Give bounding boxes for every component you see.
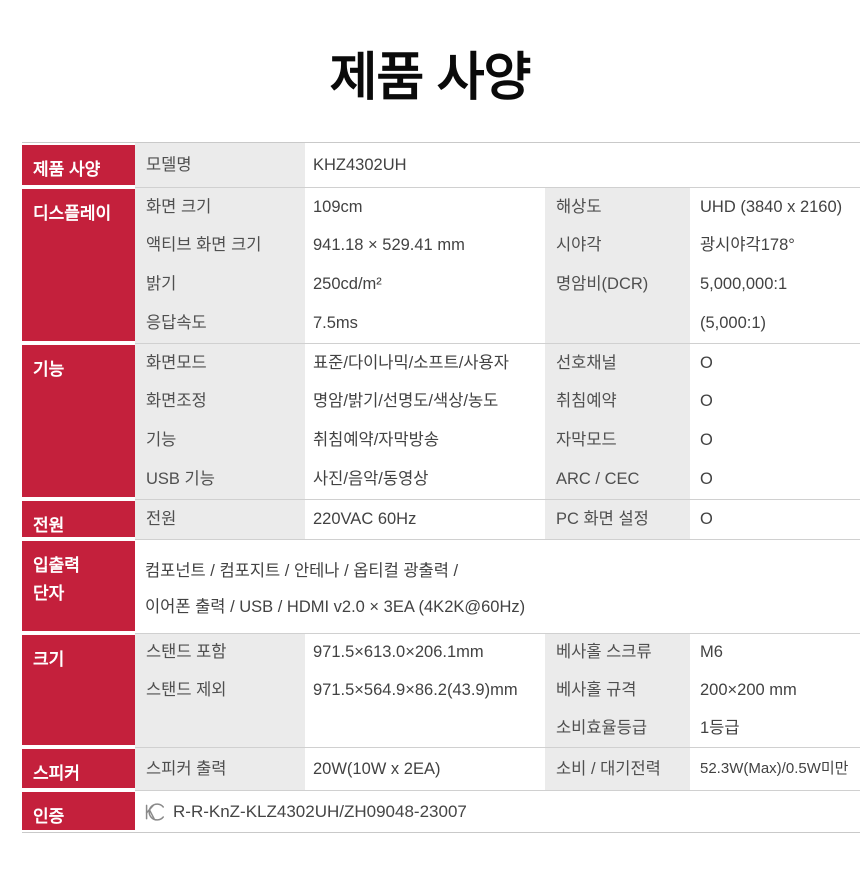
spec-value: 7.5ms: [313, 314, 358, 333]
spec-value: UHD (3840 x 2160): [690, 187, 860, 226]
spec-value: O: [690, 343, 860, 382]
spec-value: M6: [690, 633, 860, 671]
page-title: 제품 사양: [329, 48, 532, 107]
section-speaker: 스피커 스피커 출력 20W(10W x 2EA) 소비 / 대기전력 52.3…: [22, 747, 860, 790]
spec-value: 광시야각178°: [700, 236, 795, 255]
spec-label: 스탠드 포함: [135, 633, 305, 671]
category-cell: 전원: [22, 501, 135, 537]
section-product-spec: 제품 사양 모델명 KHZ4302UH: [22, 143, 860, 187]
spec-value: O: [700, 431, 713, 450]
category-cell: 입출력 단자: [22, 541, 135, 631]
spec-label: 밝기: [135, 265, 305, 304]
spec-value: O: [690, 499, 860, 539]
spec-label: 모델명: [135, 143, 305, 187]
category-cell: 크기: [22, 635, 135, 745]
spec-label: 전원: [135, 499, 305, 539]
spec-label: 스피커 출력: [135, 747, 305, 790]
spec-value: 사진/음악/동영상: [313, 470, 429, 489]
spec-value: (5,000:1): [700, 314, 767, 333]
spec-value: KHZ4302UH: [313, 155, 407, 174]
spec-label: 시야각: [545, 226, 690, 265]
spec-label: [135, 709, 305, 747]
category-cell: 디스플레이: [22, 189, 135, 341]
spec-label: 베사홀 스크류: [545, 633, 690, 671]
spec-value: O: [700, 392, 713, 411]
spec-label: USB 기능: [135, 460, 305, 499]
certification-value: R-R-KnZ-KLZ4302UH/ZH09048-23007: [135, 790, 860, 832]
spec-label: 선호채널: [545, 343, 690, 382]
io-ports-line: 컴포넌트 / 컴포지트 / 안테나 / 옵티컬 광출력 /: [145, 561, 459, 580]
spec-label: 응답속도: [135, 304, 305, 343]
spec-value: [305, 709, 545, 747]
spec-label: 기능: [135, 421, 305, 460]
section-features: 기능 화면모드 표준/다이나믹/소프트/사용자 선호채널 O 화면조정 명암/밝…: [22, 343, 860, 499]
section-power: 전원 전원 220VAC 60Hz PC 화면 설정 O: [22, 499, 860, 539]
spec-value: 971.5×613.0×206.1mm: [305, 633, 545, 671]
spec-value: 971.5×564.9×86.2(43.9)mm: [313, 680, 518, 699]
kc-certification-icon: [143, 802, 166, 822]
spec-value: O: [700, 470, 713, 489]
spec-value: [690, 143, 860, 187]
spec-value: 표준/다이나믹/소프트/사용자: [305, 343, 545, 382]
spec-label: 화면 크기: [135, 187, 305, 226]
spec-label: [545, 304, 690, 343]
io-ports-value: 컴포넌트 / 컴포지트 / 안테나 / 옵티컬 광출력 / 이어폰 출력 / U…: [135, 539, 860, 633]
spec-value: 941.18 × 529.41 mm: [313, 236, 465, 255]
category-cell: 인증: [22, 792, 135, 830]
certification-code: R-R-KnZ-KLZ4302UH/ZH09048-23007: [173, 801, 467, 821]
category-cell: 제품 사양: [22, 145, 135, 185]
spec-value: 200×200 mm: [700, 680, 797, 699]
spec-value: 52.3W(Max)/0.5W미만: [690, 747, 860, 790]
spec-table: 제품 사양 모델명 KHZ4302UH 디스플레이 화면 크기 109cm 해상…: [22, 142, 860, 833]
spec-label: 스탠드 제외: [135, 671, 305, 709]
spec-value: 250cd/m²: [313, 275, 382, 294]
spec-label: ARC / CEC: [545, 460, 690, 499]
category-cell: 스피커: [22, 749, 135, 788]
spec-value: 취침예약/자막방송: [313, 431, 440, 450]
spec-label: [545, 143, 690, 187]
spec-value: 20W(10W x 2EA): [305, 747, 545, 790]
spec-label: 명암비(DCR): [545, 265, 690, 304]
section-display: 디스플레이 화면 크기 109cm 해상도 UHD (3840 x 2160) …: [22, 187, 860, 343]
spec-label: 액티브 화면 크기: [135, 226, 305, 265]
spec-value: 1등급: [700, 718, 740, 737]
category-cell: 기능: [22, 345, 135, 497]
section-io-ports: 입출력 단자 컴포넌트 / 컴포지트 / 안테나 / 옵티컬 광출력 / 이어폰…: [22, 539, 860, 633]
spec-label: PC 화면 설정: [545, 499, 690, 539]
spec-value: 109cm: [305, 187, 545, 226]
title-area: 제품 사양: [0, 0, 860, 142]
spec-value: 5,000,000:1: [700, 275, 788, 294]
spec-value: 220VAC 60Hz: [305, 499, 545, 539]
spec-label: 취침예약: [545, 382, 690, 421]
section-certification: 인증 R-R-KnZ-KLZ4302UH/ZH09048-23007: [22, 790, 860, 832]
section-size: 크기 스탠드 포함 971.5×613.0×206.1mm 베사홀 스크류 M6…: [22, 633, 860, 747]
spec-label: 소비 / 대기전력: [545, 747, 690, 790]
spec-label: 베사홀 규격: [545, 671, 690, 709]
spec-label: 화면조정: [135, 382, 305, 421]
spec-label: 화면모드: [135, 343, 305, 382]
spec-label: 자막모드: [545, 421, 690, 460]
spec-label: 소비효율등급: [545, 709, 690, 747]
io-ports-line: 이어폰 출력 / USB / HDMI v2.0 × 3EA (4K2K@60H…: [145, 597, 526, 616]
spec-value: 명암/밝기/선명도/색상/농도: [313, 392, 499, 411]
spec-label: 해상도: [545, 187, 690, 226]
